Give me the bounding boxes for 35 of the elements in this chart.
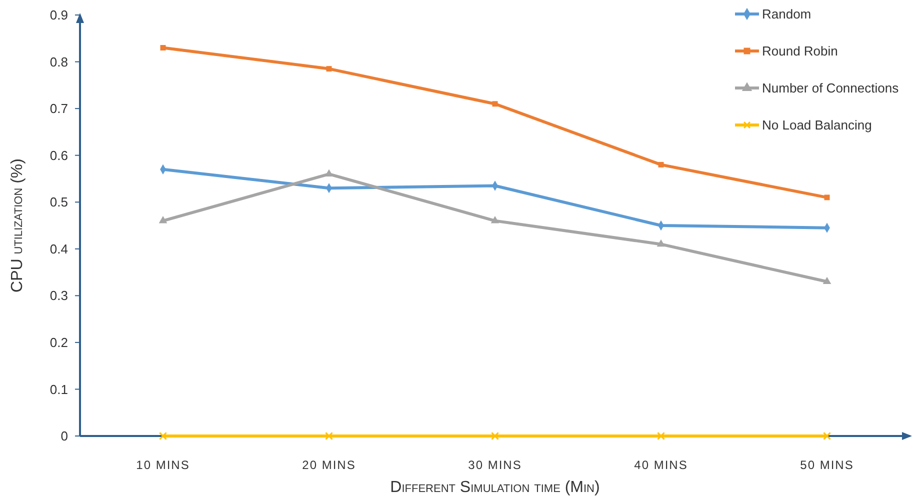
point	[492, 101, 498, 107]
point	[822, 276, 832, 284]
x-tick-label: 50 MINS	[800, 458, 854, 472]
x-tick-label: 10 MINS	[136, 458, 190, 472]
y-tick-label: 0	[60, 428, 68, 444]
legend-label: Number of Connections	[762, 80, 900, 96]
y-tick-label: 0.5	[50, 194, 68, 210]
legend-label: No Load Balancing	[762, 118, 872, 133]
point	[158, 432, 168, 440]
y-axis-title: CPU utilization (%)	[9, 158, 26, 292]
y-tick-label: 0.6	[50, 148, 68, 163]
legend-label: Random	[762, 6, 812, 22]
y-tick-label: 0.8	[50, 54, 68, 70]
point	[490, 432, 500, 440]
y-tick-label: 0.1	[50, 382, 68, 397]
point	[160, 45, 166, 50]
point	[824, 194, 830, 200]
x-tick-label: 40 MINS	[634, 458, 688, 472]
point	[658, 162, 664, 168]
point	[158, 216, 168, 224]
point	[656, 239, 666, 247]
x-tick-label: 30 MINS	[468, 458, 522, 472]
point	[490, 216, 500, 224]
y-tick-label: 0.7	[50, 101, 68, 116]
point	[656, 432, 666, 440]
y-tick-label: 0.9	[50, 8, 68, 23]
point	[326, 66, 332, 72]
point	[822, 432, 832, 440]
legend-label: Round Robin	[762, 44, 838, 59]
x-axis-title: Different Simulation time (Min)	[390, 479, 600, 496]
point	[324, 432, 334, 440]
x-tick-label: 20 MINS	[302, 458, 356, 472]
y-tick-label: 0.2	[50, 334, 68, 350]
y-tick-label: 0.4	[50, 241, 68, 256]
y-tick-label: 0.3	[50, 288, 68, 304]
